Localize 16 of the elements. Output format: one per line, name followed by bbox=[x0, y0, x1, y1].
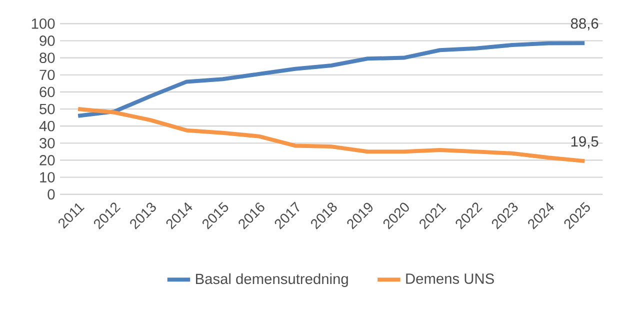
legend-label: Basal demensutredning bbox=[196, 273, 348, 287]
y-tick-label: 60 bbox=[40, 86, 55, 98]
line-series bbox=[76, 41, 587, 118]
legend-label: Demens UNS bbox=[406, 274, 494, 284]
y-tick-label: 50 bbox=[40, 104, 55, 114]
data-label: 88,6 bbox=[570, 18, 598, 30]
y-tick-label: 10 bbox=[40, 172, 55, 182]
y-tick-label: 80 bbox=[40, 52, 55, 63]
y-tick-label: 90 bbox=[40, 36, 55, 46]
y-tick-label: 30 bbox=[40, 138, 55, 148]
y-tick-label: 70 bbox=[40, 70, 55, 80]
data-label: 19,5 bbox=[571, 136, 598, 148]
y-tick-label: 40 bbox=[39, 120, 55, 132]
y-tick-label: 20 bbox=[40, 155, 55, 166]
y-tick-label: 0 bbox=[48, 189, 55, 200]
y-tick-label: 100 bbox=[32, 18, 55, 29]
